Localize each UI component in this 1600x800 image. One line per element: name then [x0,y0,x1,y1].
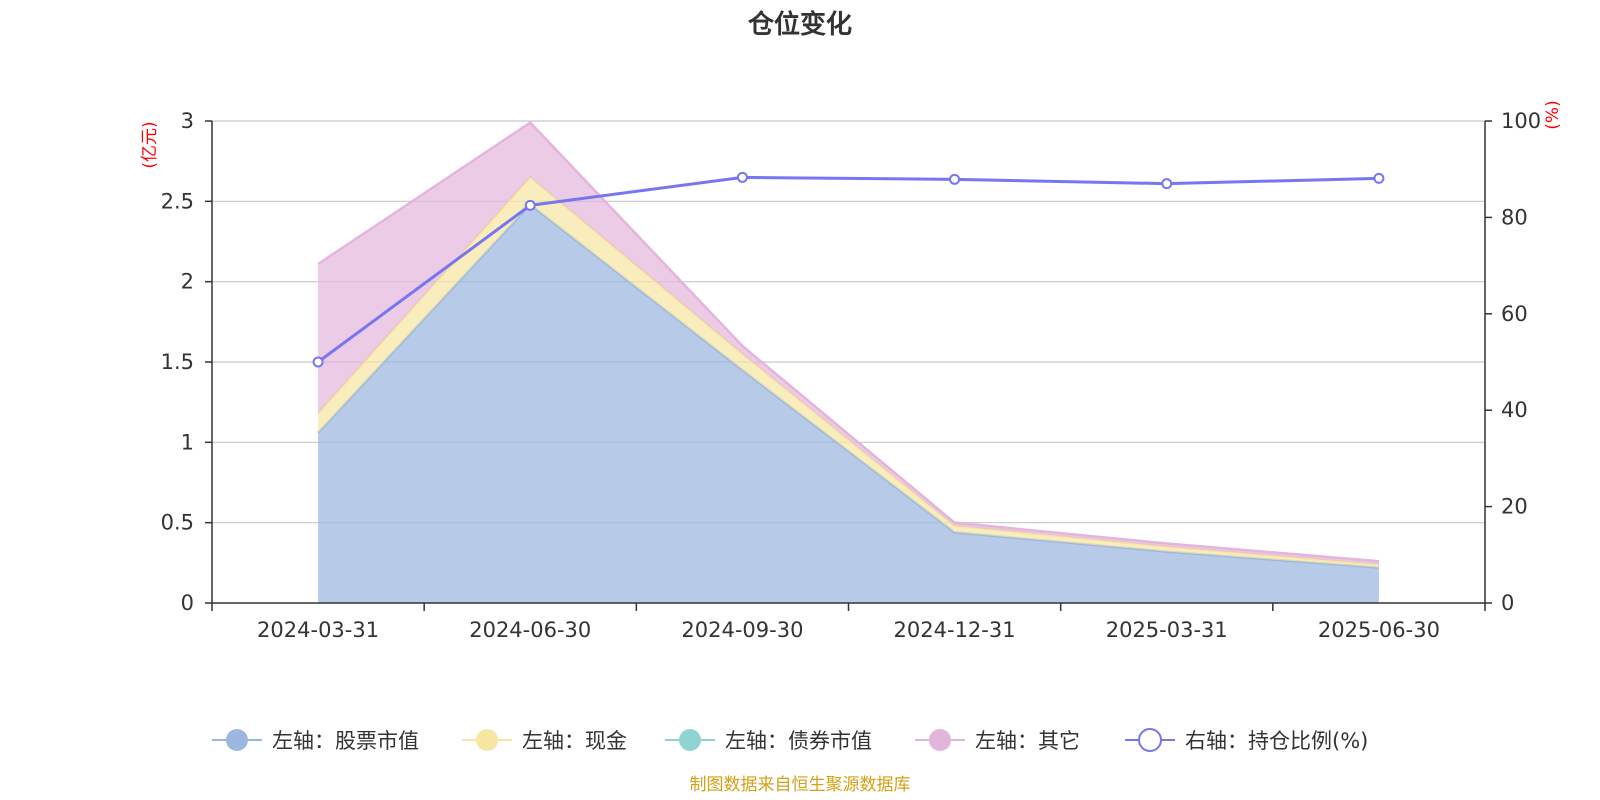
ratio-line-series [312,171,1385,368]
ratio-point [1161,178,1173,190]
left-axis-tick-label: 1.5 [161,350,194,374]
data-source-note: 制图数据来自恒生聚源数据库 [690,775,911,795]
legend-item-cash[interactable]: 左轴：现金 [462,729,627,753]
ratio-point [524,199,536,211]
left-axis-tick-label: 3 [181,109,194,133]
right-axis-unit: (%) [1543,100,1563,129]
legend-item-other[interactable]: 左轴：其它 [915,729,1080,753]
legend-marker-stock [226,729,248,751]
ratio-point [949,173,961,185]
area-stock [318,204,1379,603]
legend-label-other: 左轴：其它 [975,729,1080,753]
left-axis-tick-label: 2 [181,270,194,294]
x-axis-tick-label: 2025-06-30 [1318,618,1440,642]
legend-marker-bond [679,729,701,751]
ratio-point [1373,172,1385,184]
left-axis-tick-label: 0 [181,591,194,615]
ratio-line [317,175,1379,364]
legend-label-cash: 左轴：现金 [522,729,627,753]
x-axis-tick-label: 2024-03-31 [257,618,379,642]
right-axis-tick-label: 40 [1501,398,1528,422]
ratio-point [736,171,748,183]
legend-item-stock[interactable]: 左轴：股票市值 [212,729,419,753]
axes: 0 0.5 1 1.5 2 2.5 3 0 20 40 60 80 100 2024-03-31 2024-… [161,109,1542,642]
left-axis-tick-label: 2.5 [161,189,194,213]
legend-marker-cash [476,729,498,751]
right-axis-tick-label: 80 [1501,205,1528,229]
right-axis-tick-label: 0 [1501,591,1514,615]
area-series [317,120,1380,603]
legend-label-ratio: 右轴：持仓比例(%) [1185,729,1368,753]
x-axis-tick-label: 2024-06-30 [469,618,591,642]
left-axis-tick-label: 1 [181,430,194,454]
legend-marker-ratio [1138,728,1162,752]
area-edge-stock [317,202,1380,569]
right-axis-tick-label: 100 [1501,109,1541,133]
left-axis-tick-label: 0.5 [161,511,194,535]
legend-label-stock: 左轴：股票市值 [272,729,419,753]
legend-item-ratio[interactable]: 右轴：持仓比例(%) [1125,728,1368,753]
left-axis-unit: (亿元) [140,121,160,168]
x-axis-tick-label: 2024-12-31 [894,618,1016,642]
chart-title: 仓位变化 [747,9,852,40]
area-edge-other [317,120,1380,563]
ratio-point [312,356,324,368]
legend-label-bond: 左轴：债券市值 [725,729,872,753]
legend[interactable]: 左轴：股票市值 左轴：现金 左轴：债券市值 左轴：其它 右轴：持仓比例(%) [212,728,1368,753]
x-axis-tick-label: 2025-03-31 [1106,618,1228,642]
x-axis-tick-label: 2024-09-30 [681,618,803,642]
right-axis-tick-label: 60 [1501,302,1528,326]
right-axis-tick-label: 20 [1501,495,1528,519]
legend-marker-other [929,729,951,751]
legend-item-bond[interactable]: 左轴：债券市值 [665,729,872,753]
